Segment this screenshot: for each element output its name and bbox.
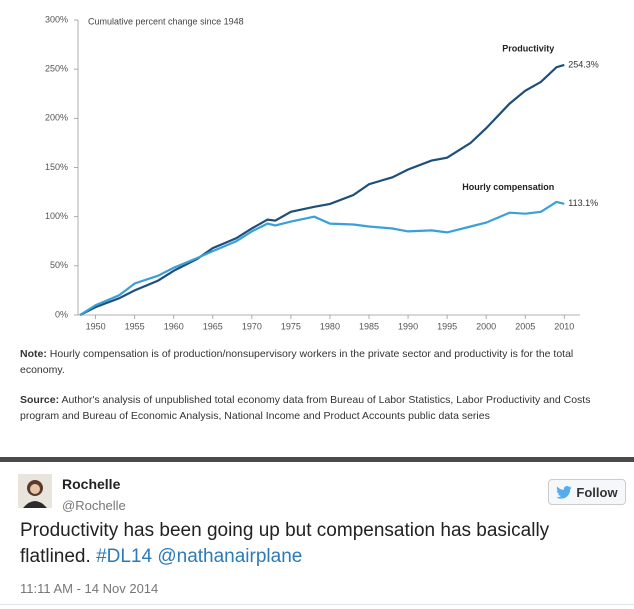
- x-tick-label: 1975: [281, 321, 301, 331]
- avatar[interactable]: [18, 474, 52, 508]
- x-tick-label: 1960: [164, 321, 184, 331]
- y-tick-label: 100%: [45, 211, 68, 221]
- x-tick-label: 1955: [125, 321, 145, 331]
- y-tick-label: 200%: [45, 113, 68, 123]
- tweet-body: Productivity has been going up but compe…: [20, 520, 550, 567]
- y-tick-label: 300%: [45, 14, 68, 24]
- series-label: Hourly compensation: [462, 182, 554, 192]
- y-tick-label: 250%: [45, 64, 68, 74]
- mention[interactable]: @nathanairplane: [157, 546, 303, 567]
- tweet-text: Productivity has been going up but compe…: [20, 518, 620, 570]
- note-label: Note:: [20, 348, 47, 360]
- value-label: 254.3%: [568, 59, 599, 69]
- chart-subtitle: Cumulative percent change since 1948: [88, 16, 244, 26]
- bird-icon: [556, 485, 573, 499]
- x-tick-label: 1995: [437, 321, 457, 331]
- series-line: [79, 200, 565, 316]
- series-label: Productivity: [502, 43, 554, 53]
- follow-button[interactable]: Follow: [548, 479, 626, 505]
- hashtag[interactable]: #DL14: [96, 546, 153, 567]
- note: Note: Hourly compensation is of producti…: [20, 346, 615, 378]
- user-handle[interactable]: @Rochelle: [62, 498, 126, 513]
- x-tick-label: 2005: [515, 321, 535, 331]
- follow-label[interactable]: Follow: [576, 484, 618, 500]
- source-text: Author's analysis of unpublished total e…: [20, 394, 591, 422]
- source-label: Source:: [20, 394, 60, 406]
- source: Source: Author's analysis of unpublished…: [20, 392, 615, 424]
- x-tick-label: 1970: [242, 321, 262, 331]
- divider: [0, 604, 634, 605]
- chart: Cumulative percent change since 1948 0% 5…: [45, 14, 599, 331]
- y-tick-label: 150%: [45, 162, 68, 172]
- y-tick-label: 0%: [55, 309, 68, 319]
- timestamp[interactable]: 11:11 AM - 14 Nov 2014: [20, 581, 159, 596]
- y-tick-label: 50%: [50, 260, 68, 270]
- x-tick-label: 1980: [320, 321, 340, 331]
- user-name[interactable]: Rochelle: [62, 476, 121, 492]
- x-tick-label: 2000: [476, 321, 496, 331]
- x-tick-label: 2010: [554, 321, 574, 331]
- separator: [0, 457, 634, 462]
- x-tick-label: 1985: [359, 321, 379, 331]
- x-tick-label: 1950: [86, 321, 106, 331]
- x-tick-label: 1990: [398, 321, 418, 331]
- x-tick-label: 1965: [203, 321, 223, 331]
- note-text: Hourly compensation is of production/non…: [20, 348, 574, 376]
- value-label: 113.1%: [568, 198, 598, 208]
- series-line: [79, 63, 565, 316]
